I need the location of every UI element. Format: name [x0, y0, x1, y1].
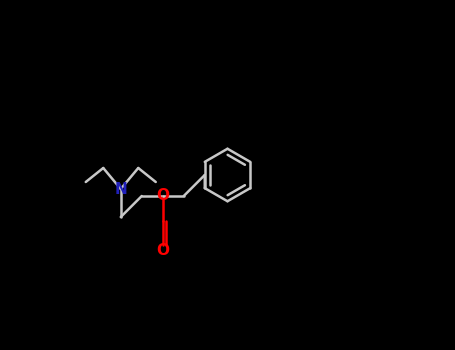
Text: O: O [156, 243, 169, 258]
Text: N: N [114, 182, 127, 196]
Text: O: O [156, 189, 169, 203]
